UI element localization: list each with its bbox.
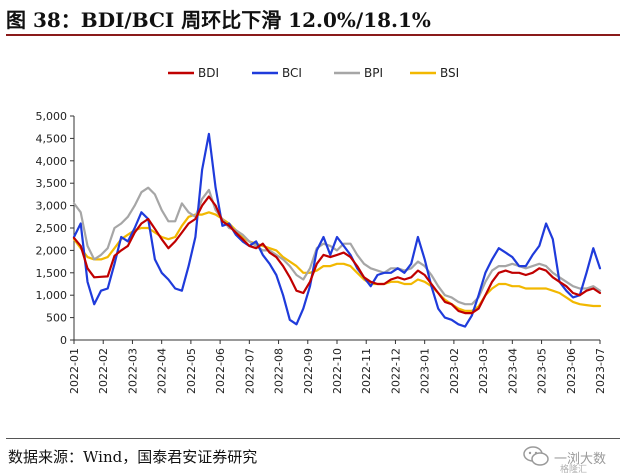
watermark: 一浏大数 格隆汇 <box>520 442 620 475</box>
y-tick-label: 500 <box>46 312 67 325</box>
x-tick-label: 2023-01 <box>419 348 432 394</box>
series-line-bdi <box>72 195 602 315</box>
legend-label-bdi: BDI <box>198 66 219 80</box>
legend: BDI BCI BPI BSI <box>168 66 459 80</box>
x-tick-label: 2022-08 <box>273 348 286 394</box>
legend-label-bci: BCI <box>282 66 302 80</box>
series-line-bsi <box>72 211 602 312</box>
x-tick-label: 2022-01 <box>68 348 81 394</box>
x-tick-label: 2022-03 <box>126 348 139 394</box>
source-note: 数据来源：Wind，国泰君安证券研究 <box>8 448 258 466</box>
y-tick-label: 2,500 <box>36 222 68 235</box>
title-divider <box>6 34 620 36</box>
x-tick-label: 2023-06 <box>565 348 578 394</box>
x-tick-label: 2022-10 <box>331 348 344 394</box>
y-tick-label: 0 <box>60 334 67 347</box>
y-tick-label: 5,000 <box>36 110 68 123</box>
figure-title: 图 38：BDI/BCI 周环比下滑 12.0%/18.1% <box>6 8 431 32</box>
legend-label-bpi: BPI <box>364 66 383 80</box>
y-tick-label: 1,500 <box>36 267 68 280</box>
x-tick-label: 2023-05 <box>536 348 549 394</box>
series-line-bpi <box>72 186 602 306</box>
x-tick-label: 2022-06 <box>214 348 227 394</box>
watermark-subtext: 格隆汇 <box>560 465 588 475</box>
x-tick-label: 2022-02 <box>97 348 110 394</box>
x-tick-label: 2022-12 <box>389 348 402 394</box>
y-tick-label: 2,000 <box>36 244 68 257</box>
x-tick-label: 2022-09 <box>302 348 315 394</box>
x-axis: 2022-01 2022-02 2022-03 2022-04 2022-05 2022-… <box>68 339 607 394</box>
source-divider <box>6 438 620 439</box>
x-tick-label: 2023-07 <box>594 348 607 394</box>
legend-label-bsi: BSI <box>440 66 459 80</box>
series-line-bci <box>72 132 602 328</box>
x-tick-label: 2022-07 <box>243 348 256 394</box>
y-tick-label: 3,500 <box>36 177 68 190</box>
watermark-text: 一浏大数 <box>554 452 607 467</box>
x-tick-label: 2022-05 <box>185 348 198 394</box>
x-tick-label: 2022-11 <box>360 348 373 394</box>
y-tick-label: 1,000 <box>36 289 68 302</box>
y-tick-label: 4,500 <box>36 132 68 145</box>
x-tick-label: 2023-03 <box>477 348 490 394</box>
x-tick-label: 2023-04 <box>506 348 519 394</box>
x-tick-label: 2022-04 <box>156 348 169 394</box>
y-tick-label: 3,000 <box>36 200 68 213</box>
y-tick-label: 4,000 <box>36 155 68 168</box>
x-tick-label: 2023-02 <box>448 348 461 394</box>
wechat-icon <box>523 446 549 466</box>
series-layer <box>72 132 602 328</box>
y-axis: 0 500 1,000 1,500 2,000 2,500 3,000 3,500 4,000 4… <box>36 110 75 347</box>
line-chart: BDI BCI BPI BSI 0 500 1,000 1,500 2,000 2,500 3,0… <box>36 66 608 394</box>
